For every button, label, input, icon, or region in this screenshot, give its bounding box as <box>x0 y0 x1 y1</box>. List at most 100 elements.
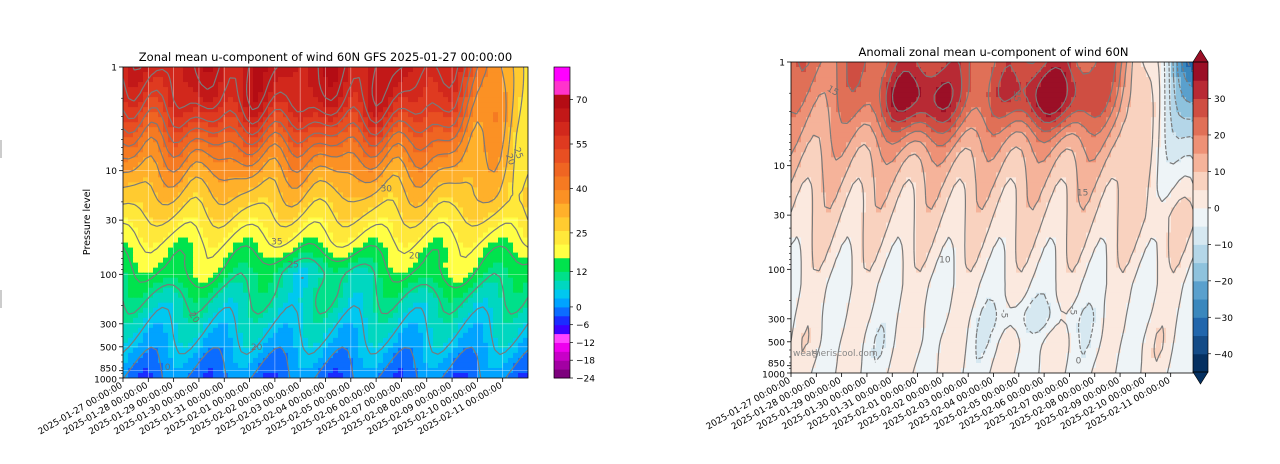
left-heat-cell <box>453 117 459 123</box>
left-heat-cell <box>223 357 229 364</box>
left-heat-cell <box>413 72 419 78</box>
left-heat-cell <box>458 127 464 133</box>
left-heat-cell <box>218 302 224 309</box>
left-heat-cell <box>353 87 359 93</box>
left-heat-cell <box>503 142 509 148</box>
left-heat-cell <box>388 127 394 133</box>
left-heat-cell <box>338 112 344 118</box>
left-heat-cell <box>458 162 464 168</box>
left-heat-cell <box>233 167 239 173</box>
left-heat-cell <box>468 252 474 259</box>
left-heat-cell <box>228 77 234 83</box>
left-heat-cell <box>508 152 514 158</box>
left-heat-cell <box>168 122 174 128</box>
left-heat-cell <box>203 82 209 88</box>
left-heat-cell <box>498 362 504 369</box>
left-heat-cell <box>153 92 159 98</box>
left-heat-cell <box>138 127 144 133</box>
left-heat-cell <box>418 342 424 349</box>
left-heat-cell <box>368 297 374 304</box>
left-heat-cell <box>298 127 304 133</box>
left-heat-cell <box>383 77 389 83</box>
left-heat-cell <box>443 117 449 123</box>
left-heat-cell <box>208 337 214 344</box>
left-heat-cell <box>308 82 314 88</box>
left-heat-cell <box>508 137 514 143</box>
left-heat-cell <box>208 107 214 113</box>
left-heat-cell <box>178 267 184 274</box>
left-heat-cell <box>268 267 274 274</box>
left-heat-cell <box>183 347 189 354</box>
left-heat-cell <box>153 142 159 148</box>
left-heat-cell <box>343 227 349 234</box>
left-heat-cell <box>293 117 299 123</box>
left-heat-cell <box>368 332 374 339</box>
left-heat-cell <box>363 347 369 354</box>
left-heat-cell <box>493 197 499 204</box>
left-heat-cell <box>478 232 484 239</box>
left-heat-cell <box>448 142 454 148</box>
left-heat-cell <box>333 232 339 239</box>
left-heat-cell <box>313 287 319 294</box>
left-heat-cell <box>318 362 324 369</box>
left-heat-cell <box>458 287 464 294</box>
left-heat-cell <box>148 282 154 289</box>
left-heat-cell <box>408 332 414 339</box>
left-heat-cell <box>223 167 229 173</box>
left-heat-cell <box>413 322 419 329</box>
left-heat-cell <box>178 182 184 188</box>
left-heat-cell <box>488 317 494 324</box>
left-heat-cell <box>133 72 139 78</box>
left-heat-cell <box>368 202 374 209</box>
left-heat-cell <box>468 82 474 88</box>
left-heat-cell <box>178 142 184 148</box>
left-heat-cell <box>358 262 364 269</box>
left-heat-cell <box>268 87 274 93</box>
left-heat-cell <box>248 172 254 178</box>
left-heat-cell <box>318 107 324 113</box>
left-heat-cell <box>358 317 364 324</box>
left-heat-cell <box>148 357 154 364</box>
left-heat-cell <box>288 357 294 364</box>
left-heat-cell <box>333 332 339 339</box>
left-heat-cell <box>378 317 384 324</box>
left-heat-cell <box>208 312 214 319</box>
left-heat-cell <box>353 322 359 329</box>
left-heat-cell <box>513 242 519 249</box>
left-heat-cell <box>288 342 294 349</box>
left-heat-cell <box>198 82 204 88</box>
left-heat-cell <box>328 137 334 143</box>
left-heat-cell <box>488 102 494 108</box>
left-heat-cell <box>133 187 139 194</box>
left-heat-cell <box>398 307 404 314</box>
left-heat-cell <box>433 232 439 239</box>
left-heat-cell <box>328 307 334 314</box>
left-heat-cell <box>243 102 249 108</box>
left-heat-cell <box>223 107 229 113</box>
left-heat-cell <box>383 312 389 319</box>
left-heat-cell <box>153 87 159 93</box>
left-heat-cell <box>338 252 344 259</box>
left-heat-cell <box>243 67 249 73</box>
left-heat-cell <box>328 162 334 168</box>
left-heat-cell <box>453 232 459 239</box>
left-heat-cell <box>233 197 239 204</box>
left-heat-cell <box>253 137 259 143</box>
left-heat-cell <box>158 157 164 163</box>
left-heat-cell <box>298 307 304 314</box>
left-heat-cell <box>213 157 219 163</box>
left-heat-cell <box>313 102 319 108</box>
left-heat-cell <box>383 297 389 304</box>
left-heat-cell <box>253 142 259 148</box>
left-heat-cell <box>273 312 279 319</box>
left-heat-cell <box>268 137 274 143</box>
left-heat-cell <box>198 162 204 168</box>
left-heat-cell <box>333 167 339 173</box>
left-heat-cell <box>133 227 139 234</box>
left-heat-cell <box>198 232 204 239</box>
left-heat-cell <box>448 267 454 274</box>
left-heat-cell <box>468 237 474 244</box>
left-heat-cell <box>243 362 249 369</box>
left-heat-cell <box>508 112 514 118</box>
left-heat-cell <box>293 102 299 108</box>
